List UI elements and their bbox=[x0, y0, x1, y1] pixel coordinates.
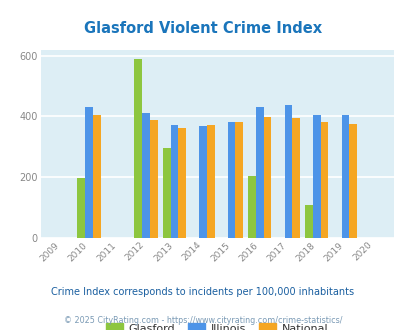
Bar bbox=[305, 205, 312, 238]
Text: Glasford Violent Crime Index: Glasford Violent Crime Index bbox=[84, 21, 321, 36]
Bar bbox=[77, 178, 85, 238]
Bar bbox=[198, 126, 206, 238]
Text: Crime Index corresponds to incidents per 100,000 inhabitants: Crime Index corresponds to incidents per… bbox=[51, 287, 354, 297]
Bar bbox=[284, 105, 292, 238]
Bar bbox=[263, 117, 271, 238]
Bar bbox=[85, 107, 93, 238]
Bar bbox=[248, 176, 256, 238]
Bar bbox=[134, 59, 142, 238]
Bar bbox=[292, 118, 299, 238]
Bar bbox=[320, 122, 328, 238]
Bar bbox=[178, 128, 185, 238]
Bar bbox=[312, 115, 320, 238]
Legend: Glasford, Illinois, National: Glasford, Illinois, National bbox=[102, 318, 332, 330]
Bar bbox=[256, 107, 263, 238]
Bar bbox=[162, 148, 170, 238]
Bar bbox=[206, 125, 214, 238]
Bar bbox=[149, 120, 157, 238]
Bar bbox=[93, 115, 100, 238]
Bar bbox=[142, 113, 149, 238]
Bar bbox=[170, 125, 178, 238]
Text: © 2025 CityRating.com - https://www.cityrating.com/crime-statistics/: © 2025 CityRating.com - https://www.city… bbox=[64, 315, 341, 325]
Bar bbox=[348, 124, 356, 238]
Bar bbox=[227, 122, 235, 238]
Bar bbox=[235, 122, 242, 238]
Bar bbox=[341, 115, 348, 238]
